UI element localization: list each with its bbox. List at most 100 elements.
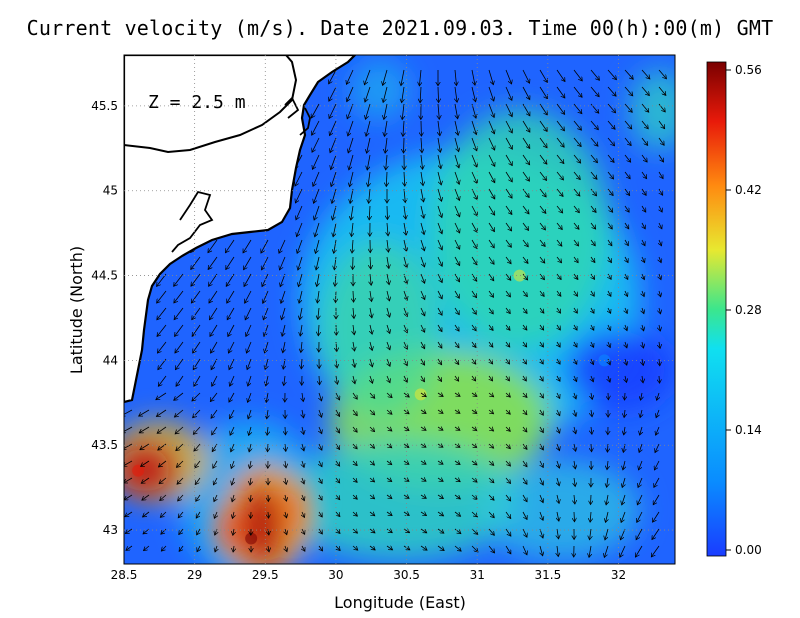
current-arrow xyxy=(420,545,427,550)
current-arrow xyxy=(249,443,251,452)
current-arrow xyxy=(574,494,575,504)
current-arrow xyxy=(386,512,392,516)
current-arrow xyxy=(193,341,201,353)
current-arrow xyxy=(141,460,150,467)
current-arrow xyxy=(387,290,390,301)
x-tick-label: 30.5 xyxy=(393,568,420,582)
current-arrow xyxy=(625,222,629,229)
y-tick-label: 43 xyxy=(103,523,118,537)
current-arrow xyxy=(522,545,527,555)
current-arrow xyxy=(353,290,354,302)
current-arrow xyxy=(437,427,443,430)
current-arrow xyxy=(522,137,530,149)
current-arrow xyxy=(437,461,443,464)
current-arrow xyxy=(471,120,476,135)
speed-hotspot xyxy=(414,388,427,401)
current-arrow xyxy=(556,171,564,180)
current-arrow xyxy=(174,290,184,303)
current-arrow xyxy=(312,154,320,169)
current-arrow xyxy=(369,478,375,482)
x-tick-label: 30 xyxy=(328,568,343,582)
current-arrow xyxy=(175,341,184,353)
current-arrow xyxy=(209,307,218,320)
current-arrow xyxy=(471,341,476,348)
current-arrow xyxy=(213,460,218,468)
lake-shoreline xyxy=(124,55,298,154)
current-arrow xyxy=(191,256,201,270)
current-arrow xyxy=(208,239,218,253)
current-arrow xyxy=(557,545,558,557)
current-arrow xyxy=(505,154,512,166)
current-arrow xyxy=(157,290,167,303)
current-arrow xyxy=(420,341,425,349)
current-arrow xyxy=(642,358,643,366)
current-arrow xyxy=(625,273,628,280)
current-arrow xyxy=(523,409,527,415)
current-arrow xyxy=(302,409,304,418)
current-arrow xyxy=(420,205,424,218)
current-arrow xyxy=(659,290,661,297)
current-arrow xyxy=(387,341,390,350)
current-arrow xyxy=(437,273,442,283)
y-tick-label: 45.5 xyxy=(91,99,118,113)
current-arrow xyxy=(574,426,576,434)
current-arrow xyxy=(591,341,594,347)
current-arrow xyxy=(279,239,286,253)
current-arrow xyxy=(347,86,354,102)
current-arrow xyxy=(438,120,440,136)
current-arrow xyxy=(573,188,580,196)
current-arrow xyxy=(574,324,577,330)
current-arrow xyxy=(591,273,595,279)
current-arrow xyxy=(383,86,388,103)
current-arrow xyxy=(208,256,218,270)
current-arrow xyxy=(454,154,459,168)
current-arrow xyxy=(454,341,459,348)
current-arrow xyxy=(267,409,268,419)
current-arrow xyxy=(607,137,615,146)
current-arrow xyxy=(263,290,269,303)
current-arrow xyxy=(268,545,269,552)
current-arrow xyxy=(420,495,426,498)
current-arrow xyxy=(539,171,547,181)
current-arrow xyxy=(230,375,235,386)
current-arrow xyxy=(625,290,628,297)
current-arrow xyxy=(642,256,645,263)
current-arrow xyxy=(556,120,565,131)
current-arrow xyxy=(125,528,133,534)
current-arrow xyxy=(590,86,599,97)
current-arrow xyxy=(297,222,303,237)
current-arrow xyxy=(319,511,322,517)
current-arrow xyxy=(437,171,441,185)
current-arrow xyxy=(471,410,477,414)
current-arrow xyxy=(332,205,337,220)
current-arrow xyxy=(608,256,612,263)
current-arrow xyxy=(245,307,252,320)
current-arrow xyxy=(144,545,150,551)
current-arrow xyxy=(364,69,371,85)
current-arrow xyxy=(404,188,405,203)
current-arrow xyxy=(336,494,340,500)
current-arrow xyxy=(488,393,494,397)
current-arrow xyxy=(267,426,268,435)
current-arrow xyxy=(642,324,644,331)
current-arrow xyxy=(370,256,371,269)
current-arrow xyxy=(386,478,392,482)
current-arrow xyxy=(454,239,460,249)
current-arrow xyxy=(174,307,184,320)
current-arrow xyxy=(140,443,150,450)
current-arrow xyxy=(608,290,611,296)
current-arrow xyxy=(471,324,476,331)
current-arrow xyxy=(607,443,608,452)
current-arrow xyxy=(557,307,561,313)
current-arrow xyxy=(369,188,370,203)
current-arrow xyxy=(642,222,645,229)
current-arrow xyxy=(175,426,184,434)
current-arrow xyxy=(606,494,608,505)
current-arrow xyxy=(539,256,545,263)
current-arrow xyxy=(556,222,562,230)
current-arrow xyxy=(384,120,387,136)
current-arrow xyxy=(522,256,528,263)
current-arrow xyxy=(353,375,355,384)
current-arrow xyxy=(176,443,184,451)
current-arrow xyxy=(454,256,460,266)
